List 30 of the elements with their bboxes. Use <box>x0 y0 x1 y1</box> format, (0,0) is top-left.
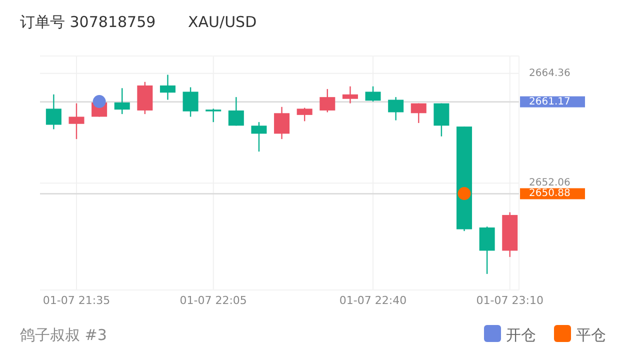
candlestick <box>114 88 130 115</box>
candlestick <box>46 94 62 130</box>
candlestick <box>182 86 198 118</box>
x-tick-label: 01-07 23:10 <box>476 294 544 307</box>
candlestick <box>228 96 244 126</box>
candlestick <box>320 88 336 113</box>
candlestick <box>410 102 426 124</box>
y-tick-label: 2664.36 <box>529 68 570 79</box>
ref-line-label: 2661.17 <box>529 96 570 108</box>
chart-title: 订单号 307818759 <box>20 13 156 31</box>
candlestick <box>388 96 404 121</box>
candlestick <box>160 74 176 100</box>
candlestick <box>206 108 222 123</box>
text: 鸽子叔叔 #3 <box>20 326 107 344</box>
candlestick <box>479 226 495 275</box>
candlestick <box>296 107 312 122</box>
candlestick <box>365 86 381 102</box>
candlestick <box>274 106 290 140</box>
x-tick-label: 01-07 21:35 <box>42 294 110 307</box>
candlestick <box>342 86 358 104</box>
candlestick <box>251 121 267 152</box>
legend-label: 开仓 <box>506 326 536 344</box>
candlestick <box>68 102 84 140</box>
x-tick-label: 01-07 22:05 <box>180 294 247 307</box>
ref-line-label: 2650.88 <box>529 188 570 200</box>
chart-subtitle: XAU/USD <box>188 13 257 31</box>
y-tick-label: 2652.06 <box>529 178 570 189</box>
candlestick <box>434 102 450 137</box>
x-tick-label: 01-07 22:40 <box>339 294 407 307</box>
legend-label: 平仓 <box>576 326 606 344</box>
